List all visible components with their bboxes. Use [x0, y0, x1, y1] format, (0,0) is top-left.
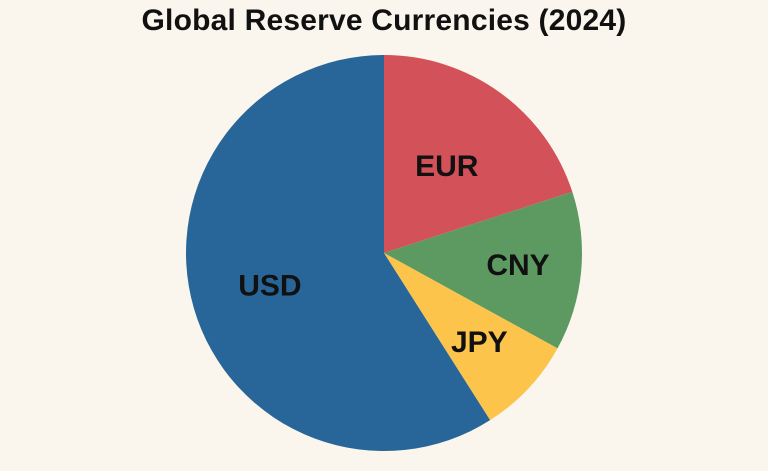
- pie-slice-jpy: [384, 253, 558, 421]
- pie-slice-usd: [186, 55, 491, 452]
- pie-slice-cny: [384, 191, 583, 349]
- slice-label-usd: USD: [238, 270, 301, 303]
- slice-labels: EUR CNY JPY USD: [238, 150, 549, 359]
- chart-title: Global Reserve Currencies (2024): [141, 4, 627, 37]
- slice-label-jpy: JPY: [451, 326, 508, 359]
- pie-slices: [186, 54, 583, 452]
- slice-label-eur: EUR: [415, 150, 479, 183]
- pie-slice-eur: [384, 54, 573, 253]
- slice-label-cny: CNY: [486, 249, 549, 282]
